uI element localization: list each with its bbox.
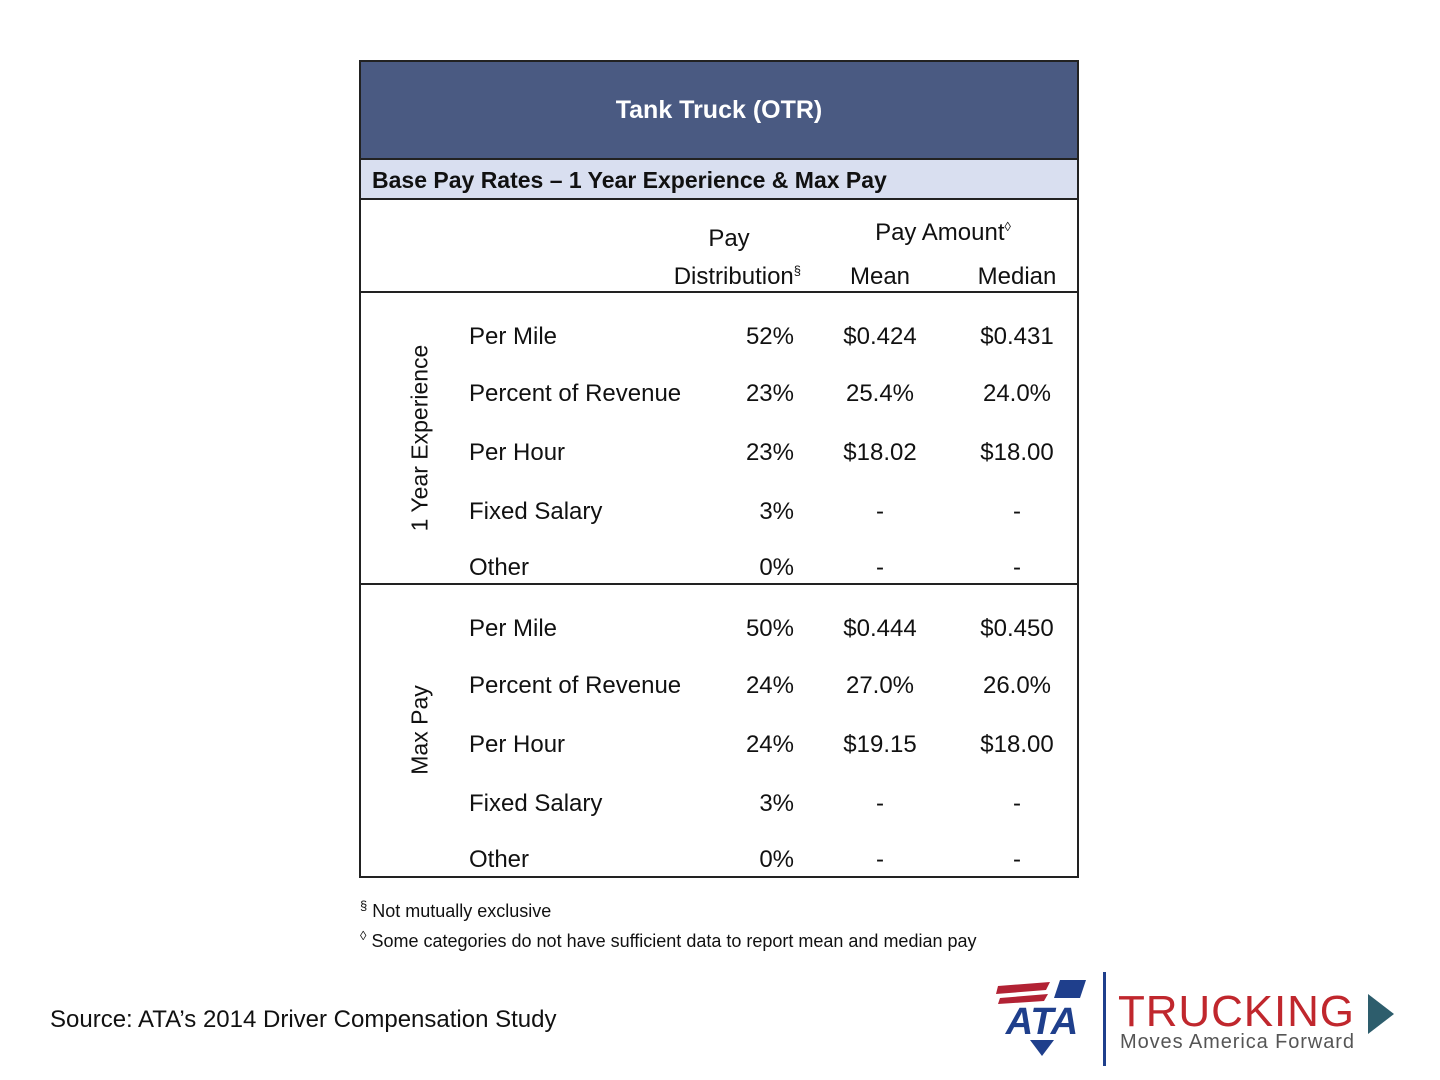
footnote: ◊ Some categories do not have sufficient… xyxy=(360,928,977,952)
row-label: Fixed Salary xyxy=(469,790,603,817)
flag-star xyxy=(1054,980,1086,998)
logo-brand: TRUCKING xyxy=(1118,987,1354,1036)
table-subtitle: Base Pay Rates – 1 Year Experience & Max… xyxy=(361,160,1077,200)
median: 26.0% xyxy=(982,672,1052,699)
logo-arrow xyxy=(1368,994,1394,1034)
distribution: 3% xyxy=(759,498,794,525)
distribution: 0% xyxy=(759,846,794,873)
logo-ata: ATA xyxy=(1005,1001,1078,1043)
row-label: Per Hour xyxy=(469,731,566,758)
row-label: Fixed Salary xyxy=(469,498,603,525)
mean: 25.4% xyxy=(845,380,915,407)
row-label: Per Mile xyxy=(469,323,558,350)
mean: - xyxy=(876,498,884,525)
footnote-mark: ◊ xyxy=(360,928,367,943)
rule xyxy=(361,583,1077,585)
mean: - xyxy=(876,790,884,817)
median: $0.450 xyxy=(980,615,1054,642)
mean: $0.444 xyxy=(843,615,917,642)
flag-stripe xyxy=(996,982,1050,994)
distribution: 23% xyxy=(745,380,794,407)
footnote-mark: ◊ xyxy=(1004,219,1011,234)
footnote-text: Some categories do not have sufficient d… xyxy=(371,931,977,951)
median: - xyxy=(1013,498,1021,525)
median: - xyxy=(1013,554,1021,581)
logo: ATA TRUCKING Moves America Forward xyxy=(996,972,1394,1066)
footnote-text: Not mutually exclusive xyxy=(372,901,552,921)
header: Median xyxy=(977,263,1057,290)
header: Pay Amount xyxy=(875,219,1005,246)
distribution: 24% xyxy=(745,672,794,699)
median: $18.00 xyxy=(980,731,1054,758)
distribution: 23% xyxy=(745,439,794,466)
logo-shield xyxy=(1030,1040,1054,1056)
header: Distribution§ xyxy=(674,263,801,291)
mean: - xyxy=(876,846,884,873)
median: $18.00 xyxy=(980,439,1054,466)
distribution: 0% xyxy=(759,554,794,581)
distribution: 24% xyxy=(745,731,794,758)
row-label: Other xyxy=(469,846,530,873)
footnote-mark: § xyxy=(793,263,801,278)
footnote-mark: § xyxy=(360,898,368,913)
header: Mean xyxy=(849,263,911,290)
mean: $19.15 xyxy=(843,731,917,758)
mean: $0.424 xyxy=(843,323,917,350)
source: Source: ATA’s 2014 Driver Compensation S… xyxy=(50,1006,557,1033)
header: Pay xyxy=(708,225,750,252)
group-label: 1 Year Experience xyxy=(406,344,433,532)
mean: - xyxy=(876,554,884,581)
distribution: 3% xyxy=(759,790,794,817)
mean: $18.02 xyxy=(843,439,917,466)
row-label: Per Hour xyxy=(469,439,566,466)
rule xyxy=(361,291,1077,293)
row-label: Percent of Revenue xyxy=(469,380,682,407)
flag-stripe xyxy=(998,994,1048,1004)
divider xyxy=(1103,972,1106,1066)
row-label: Per Mile xyxy=(469,615,558,642)
logo-tagline: Moves America Forward xyxy=(1120,1031,1354,1053)
table: Tank Truck (OTR) Base Pay Rates – 1 Year… xyxy=(359,60,1079,878)
median: - xyxy=(1013,790,1021,817)
header: Pay Amount◊ xyxy=(875,219,1011,247)
median: 24.0% xyxy=(982,380,1052,407)
group-label: Max Pay xyxy=(406,685,433,775)
distribution: 52% xyxy=(745,323,794,350)
distribution: 50% xyxy=(745,615,794,642)
row-label: Percent of Revenue xyxy=(469,672,682,699)
footnote: § Not mutually exclusive xyxy=(360,898,551,922)
median: - xyxy=(1013,846,1021,873)
mean: 27.0% xyxy=(845,672,915,699)
header: Distribution xyxy=(673,263,794,290)
median: $0.431 xyxy=(980,323,1054,350)
table-title: Tank Truck (OTR) xyxy=(361,62,1077,160)
row-label: Other xyxy=(469,554,530,581)
